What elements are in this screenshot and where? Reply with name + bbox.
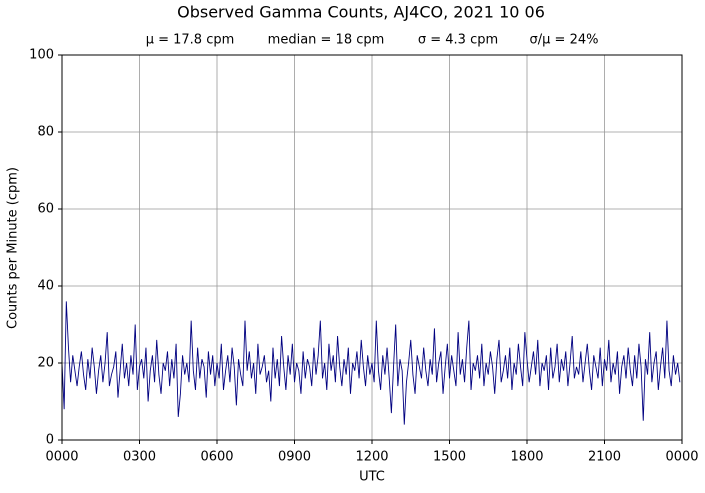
x-tick-label: 2100 bbox=[588, 450, 621, 465]
y-axis-label: Counts per Minute (cpm) bbox=[6, 167, 21, 329]
subtitle: σ/μ = 24% bbox=[530, 33, 599, 48]
y-tick-label: 100 bbox=[29, 48, 54, 63]
x-tick-label: 1800 bbox=[510, 450, 543, 465]
subtitle: median = 18 cpm bbox=[268, 33, 385, 48]
x-axis-label: UTC bbox=[359, 470, 385, 485]
subtitle: μ = 17.8 cpm bbox=[146, 33, 235, 48]
y-tick-label: 0 bbox=[46, 433, 54, 448]
x-tick-label: 0300 bbox=[123, 450, 156, 465]
y-tick-label: 40 bbox=[37, 279, 54, 294]
data-line bbox=[61, 301, 681, 425]
y-tick-label: 80 bbox=[37, 125, 54, 140]
x-tick-label: 1200 bbox=[355, 450, 388, 465]
x-tick-label: 0600 bbox=[200, 450, 233, 465]
subtitle: σ = 4.3 cpm bbox=[418, 33, 498, 48]
x-tick-label: 0900 bbox=[278, 450, 311, 465]
y-tick-label: 20 bbox=[37, 356, 54, 371]
plot-frame bbox=[61, 54, 683, 441]
x-tick-label: 0000 bbox=[45, 450, 78, 465]
x-tick-label: 0000 bbox=[665, 450, 698, 465]
y-tick-label: 60 bbox=[37, 202, 54, 217]
chart-title: Observed Gamma Counts, AJ4CO, 2021 10 06 bbox=[177, 3, 545, 22]
x-tick-label: 1500 bbox=[433, 450, 466, 465]
